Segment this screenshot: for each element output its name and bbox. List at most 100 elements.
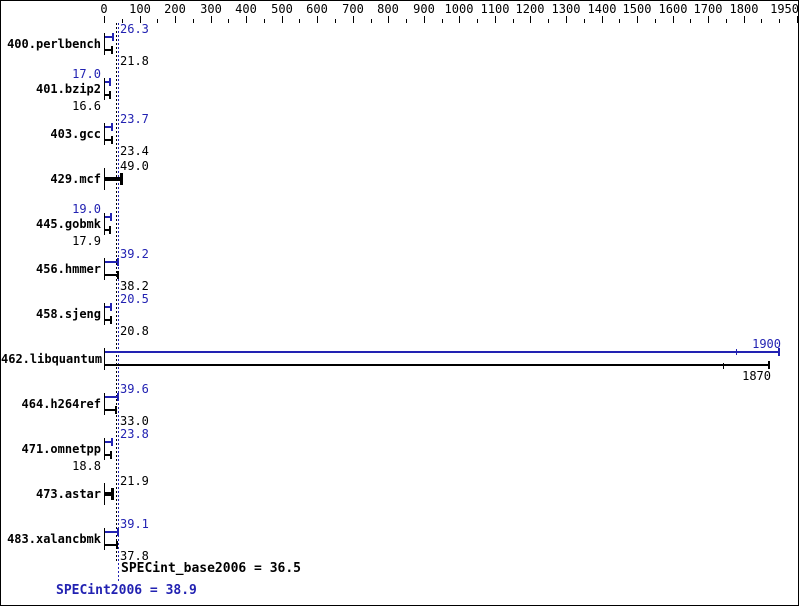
base-value: 37.8 [120,549,149,563]
axis-major-tick [744,16,745,23]
peak-bar [105,81,110,83]
peak-bar-cap [109,78,111,86]
axis-major-tick [566,16,567,23]
peak-bar [105,306,111,308]
peak-value: 1900 [752,337,781,351]
peak-bar [105,261,118,263]
bar-start-line [104,258,105,280]
axis-major-tick [424,16,425,23]
axis-tick-label: 1700 [693,2,723,16]
bar-start-line [104,393,105,415]
base-bar [105,94,110,96]
base-bar [105,139,112,141]
base-bar-cap [768,361,770,369]
base-bar-cap [111,46,113,54]
axis-tick-label: 1800 [729,2,759,16]
axis-minor-tick [299,19,300,23]
axis-minor-tick [619,19,620,23]
base-bar [105,454,111,456]
peak-value: 23.7 [120,112,149,126]
axis-major-tick [317,16,318,23]
base-run-tick [723,363,724,369]
axis-major-tick [602,16,603,23]
base-bar-cap [115,406,117,414]
base-value: 16.6 [72,99,101,113]
benchmark-label: 458.sjeng [35,307,101,321]
benchmark-label: 471.omnetpp [21,442,101,456]
base-value: 38.2 [120,279,149,293]
axis-major-tick [708,16,709,23]
peak-value: 17.0 [72,67,101,81]
base-bar-cap [116,541,118,549]
bar-start-line [104,438,105,460]
axis-tick-label: 300 [200,2,222,16]
axis-minor-tick [193,19,194,23]
base-bar [105,364,769,366]
axis-minor-tick [371,19,372,23]
peak-value: 19.0 [72,202,101,216]
base-value: 18.8 [72,459,101,473]
base-bar-cap [110,451,112,459]
base-bar-cap [110,316,112,324]
axis-minor-tick [655,19,656,23]
axis-tick-label: 1400 [587,2,617,16]
peak-bar-cap [117,528,119,536]
peak-value: 39.1 [120,517,149,531]
base-value: 21.8 [120,54,149,68]
mean-line-peak [118,23,119,582]
peak-mean-label: SPECint2006 = 38.9 [56,583,197,598]
peak-bar [105,351,779,353]
bar-start-line [104,33,105,55]
axis-tick-label: 900 [413,2,435,16]
bar-start-line [104,168,105,190]
axis-minor-tick [584,19,585,23]
base-value: 49.0 [120,159,149,173]
base-value: 21.9 [120,474,149,488]
peak-bar [105,396,118,398]
axis-major-tick [637,16,638,23]
base-bar [105,49,112,51]
axis-minor-tick [513,19,514,23]
axis-major-tick [530,16,531,23]
peak-bar [105,126,112,128]
axis-major-tick [459,16,460,23]
base-mean-label: SPECint_base2006 = 36.5 [121,561,302,576]
peak-bar-cap [111,438,113,446]
axis-tick-label: 1950 [770,2,799,16]
axis-tick-label: 700 [342,2,364,16]
base-bar-cap [120,173,123,185]
axis-tick-label: 1100 [480,2,510,16]
base-bar [105,544,117,546]
axis-tick-label: 1000 [444,2,474,16]
axis-minor-tick [157,19,158,23]
peak-bar [105,441,112,443]
axis-minor-tick [548,19,549,23]
axis-major-tick [797,16,798,23]
base-bar [105,177,121,181]
axis-minor-tick [779,19,780,23]
benchmark-label: 462.libquantum [1,352,103,366]
benchmark-label: 456.hmmer [35,262,101,276]
axis-minor-tick [406,19,407,23]
axis-major-tick [246,16,247,23]
peak-bar-cap [110,213,112,221]
axis-minor-tick [335,19,336,23]
axis-tick-label: 600 [306,2,328,16]
benchmark-label: 400.perlbench [7,37,101,51]
peak-bar [105,531,118,533]
base-bar [105,229,110,231]
benchmark-label: 483.xalancbmk [7,532,101,546]
peak-value: 26.3 [120,22,149,36]
bar-start-line [104,348,105,370]
axis-tick-label: 200 [164,2,186,16]
peak-bar-cap [117,258,119,266]
base-bar-cap [111,488,114,500]
axis-major-tick [211,16,212,23]
benchmark-label: 473.astar [35,487,101,501]
axis-tick-label: 0 [100,2,108,16]
peak-value: 20.5 [120,292,149,306]
base-value: 33.0 [120,414,149,428]
axis-tick-label: 1500 [622,2,652,16]
axis-tick-label: 100 [129,2,151,16]
